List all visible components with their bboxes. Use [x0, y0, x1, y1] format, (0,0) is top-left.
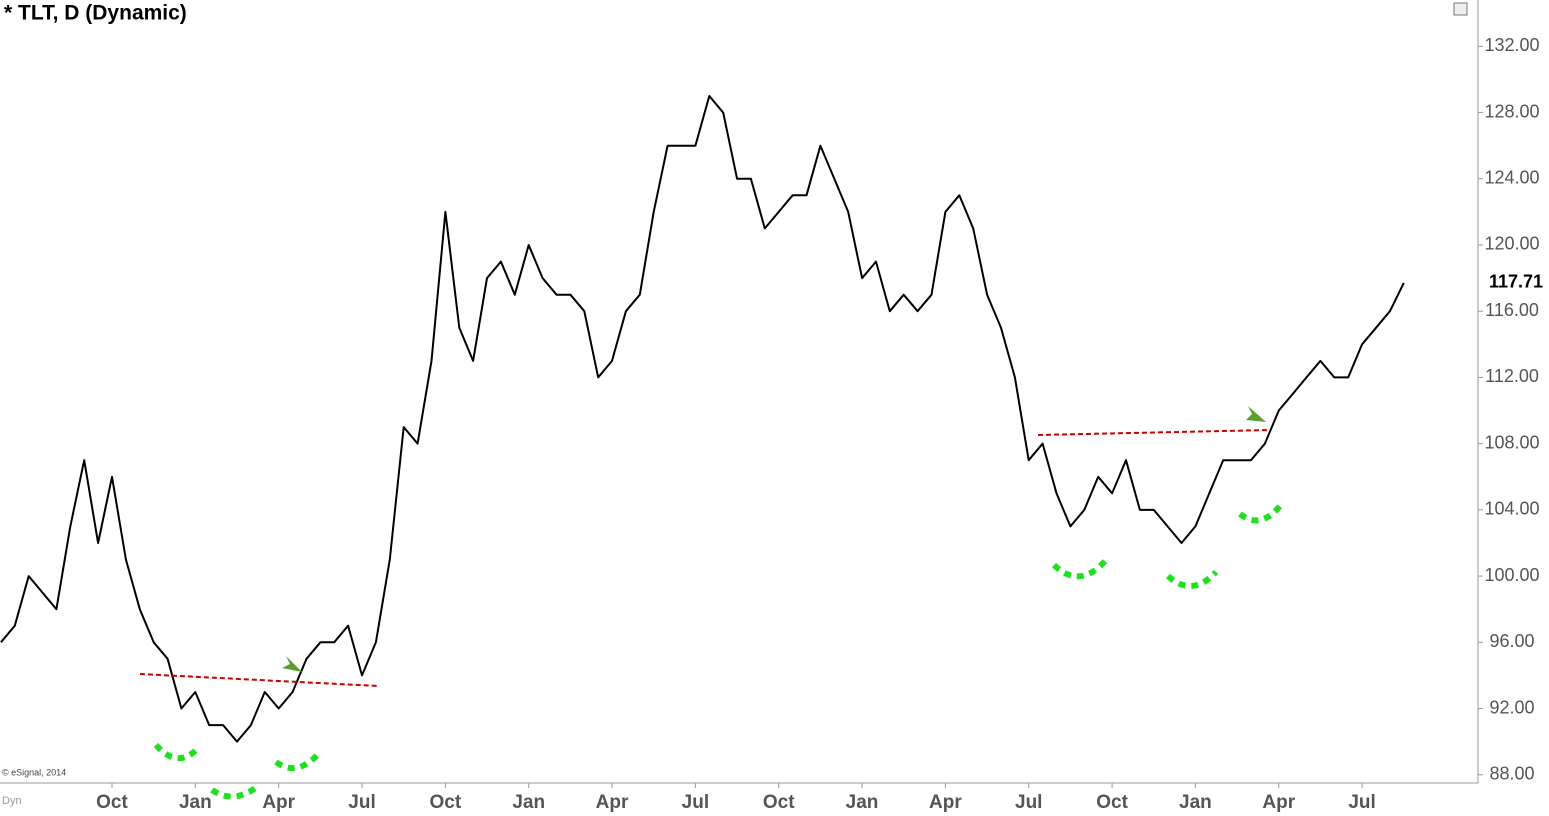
- annotations: [139, 406, 1283, 800]
- y-tick-label: 120.00: [1484, 234, 1539, 254]
- arrow: [272, 654, 302, 672]
- x-tick-label: Jan: [179, 792, 212, 813]
- x-tick-label: Apr: [596, 792, 629, 813]
- x-tick-label: Apr: [1262, 792, 1295, 813]
- y-tick-label: 88.00: [1489, 763, 1534, 783]
- y-tick-label: 128.00: [1484, 101, 1539, 121]
- x-tick-label: Oct: [1096, 792, 1128, 813]
- mode-label: Dyn: [2, 795, 22, 807]
- x-tick-label: Jan: [1179, 792, 1212, 813]
- x-tick-label: Oct: [96, 792, 128, 813]
- x-tick-label: Jul: [348, 792, 375, 813]
- window-button[interactable]: [1453, 2, 1468, 16]
- x-tick-label: Jan: [512, 792, 545, 813]
- pattern-dots: [153, 504, 1283, 800]
- x-tick-label: Oct: [763, 792, 795, 813]
- y-tick-label: 112.00: [1485, 366, 1539, 386]
- x-tick-label: Jan: [846, 792, 879, 813]
- y-tick-label: 100.00: [1484, 565, 1539, 585]
- price-line: [0, 95, 1405, 743]
- x-tick-label: Apr: [929, 792, 962, 813]
- x-tick-label: Jul: [1015, 792, 1042, 813]
- copyright: © eSignal, 2014: [2, 767, 66, 777]
- y-tick-label: 132.00: [1484, 35, 1539, 55]
- x-tick-label: Jul: [1348, 792, 1375, 813]
- last-price-box: [1480, 271, 1548, 294]
- y-tick-label: 124.00: [1484, 168, 1539, 188]
- x-tick-label: Oct: [430, 792, 462, 813]
- y-tick-label: 108.00: [1484, 432, 1539, 452]
- arrow: [1234, 406, 1266, 422]
- y-tick-label: 104.00: [1484, 499, 1539, 519]
- chart-title: * TLT, D (Dynamic): [4, 2, 187, 25]
- y-tick-label: 116.00: [1485, 300, 1539, 320]
- last-price-label: 117.71: [1489, 272, 1543, 292]
- y-tick-label: 96.00: [1489, 631, 1534, 651]
- plot: [0, 95, 1405, 743]
- x-tick-label: Jul: [682, 792, 709, 813]
- neckline: [1037, 429, 1271, 436]
- y-tick-label: 92.00: [1489, 697, 1534, 717]
- x-tick-label: Apr: [262, 792, 295, 813]
- axes: 88.00 92.00 96.00 100.00 104.00 108.00 112.00 1…: [96, 35, 1548, 813]
